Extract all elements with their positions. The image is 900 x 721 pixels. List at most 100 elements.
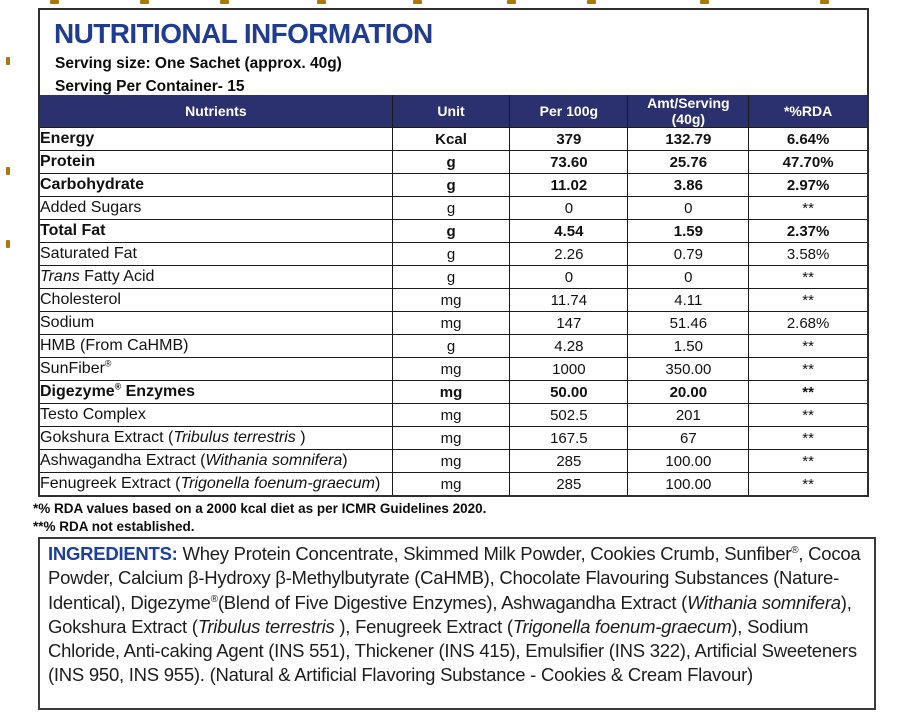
unit-cell: mg xyxy=(391,472,511,495)
nutrient-row: SunFiber® mg 1000 350.00 ** xyxy=(40,357,867,381)
nutrient-name-cell: HMB (From CaHMB) xyxy=(40,334,393,358)
unit-cell: g xyxy=(391,196,511,220)
nutrient-name-cell: Cholesterol xyxy=(40,288,393,312)
text-segment: Enzymes xyxy=(121,383,195,400)
nutrient-name-cell: Protein xyxy=(40,150,393,174)
rda-cell: ** xyxy=(748,196,867,220)
nutrient-name-cell: Digezyme® Enzymes xyxy=(40,380,393,404)
per-100g-cell: 167.5 xyxy=(509,426,629,450)
gold-trim-mark xyxy=(587,0,596,4)
nutrient-name-cell: Total Fat xyxy=(40,219,393,243)
text-segment: (Blend of Five Digestive Enzymes), Ashwa… xyxy=(217,591,688,613)
text-segment: Total Fat xyxy=(40,222,106,239)
nutrient-name-cell: Trans Fatty Acid xyxy=(40,265,393,289)
nutrient-row: Added Sugars g 0 0 ** xyxy=(40,196,867,220)
unit-cell: mg xyxy=(391,403,511,427)
unit-cell: g xyxy=(391,150,511,174)
nutrient-row: Saturated Fat g 2.26 0.79 3.58% xyxy=(40,242,867,266)
unit-cell: g xyxy=(391,265,511,289)
per-100g-cell: 147 xyxy=(509,311,629,335)
text-segment: HMB (From CaHMB) xyxy=(40,337,189,354)
text-segment: Withania somnifera xyxy=(687,591,841,613)
table-header: Nutrients Unit Per 100g Amt/Serving (40g) *%… xyxy=(40,95,867,128)
unit-cell: mg xyxy=(391,288,511,312)
text-segment: ® xyxy=(210,593,218,605)
rda-cell: 47.70% xyxy=(748,150,867,174)
rda-cell: 2.97% xyxy=(748,173,867,197)
per-serving-cell: 201 xyxy=(627,403,750,427)
nutrient-name-cell: SunFiber® xyxy=(40,357,393,381)
gold-trim-mark xyxy=(317,0,326,4)
nutrient-name-cell: Saturated Fat xyxy=(40,242,393,266)
gold-trim-mark xyxy=(820,0,829,4)
text-segment: ), Gokshura Extract ( xyxy=(48,591,852,637)
gold-trim-mark xyxy=(50,0,59,4)
text-segment: Digezyme xyxy=(40,383,115,400)
table-body: Energy Kcal 379 132.79 6.64% Protein g 73.60 25.… xyxy=(40,127,867,495)
per-serving-cell: 25.76 xyxy=(627,150,750,174)
text-segment: Tribulus terrestris xyxy=(173,429,296,446)
per-100g-cell: 502.5 xyxy=(509,403,629,427)
per-100g-cell: 11.02 xyxy=(509,173,629,197)
per-100g-cell: 0 xyxy=(509,265,629,289)
unit-cell: mg xyxy=(391,449,511,473)
nutrient-name-cell: Added Sugars xyxy=(40,196,393,220)
serving-per-container-text: Serving Per Container- 15 xyxy=(55,78,245,96)
unit-cell: mg xyxy=(391,426,511,450)
text-segment: Whey Protein Concentrate, Skimmed Milk P… xyxy=(182,543,792,564)
per-100g-cell: 4.54 xyxy=(509,219,629,243)
text-segment: Carbohydrate xyxy=(40,176,145,193)
nutrient-row: HMB (From CaHMB) g 4.28 1.50 ** xyxy=(40,334,867,358)
per-serving-cell: 100.00 xyxy=(627,449,750,473)
gold-trim-mark xyxy=(6,57,10,65)
gold-trim-mark xyxy=(6,240,10,248)
text-segment: ® xyxy=(791,544,799,556)
per-serving-cell: 0.79 xyxy=(627,242,750,266)
nutrient-row: Gokshura Extract (Tribulus terrestris ) m… xyxy=(40,426,867,450)
gold-trim-mark xyxy=(507,0,516,4)
rda-cell: 6.64% xyxy=(748,127,867,151)
unit-cell: mg xyxy=(391,380,511,404)
nutrient-name-cell: Sodium xyxy=(40,311,393,335)
rda-cell: ** xyxy=(748,426,867,450)
per-serving-cell: 100.00 xyxy=(627,472,750,495)
rda-cell: 3.58% xyxy=(748,242,867,266)
nutrient-name-cell: Gokshura Extract (Tribulus terrestris ) xyxy=(40,426,393,450)
per-serving-cell: 20.00 xyxy=(627,380,750,404)
per-serving-cell: 51.46 xyxy=(627,311,750,335)
unit-cell: g xyxy=(391,242,511,266)
per-100g-cell: 73.60 xyxy=(509,150,629,174)
nutrient-row: Ashwagandha Extract (Withania somnifera)… xyxy=(40,449,867,473)
table-header-cell: Amt/Serving (40g) xyxy=(627,95,750,128)
ingredients-label: INGREDIENTS: xyxy=(48,543,183,564)
rda-footnotes: *% RDA values based on a 2000 kcal diet … xyxy=(33,501,486,537)
text-segment: Fatty Acid xyxy=(79,268,155,285)
table-header-cell: Per 100g xyxy=(509,95,629,128)
nutrient-row: Carbohydrate g 11.02 3.86 2.97% xyxy=(40,173,867,197)
nutrient-row: Protein g 73.60 25.76 47.70% xyxy=(40,150,867,174)
rda-cell: ** xyxy=(748,357,867,381)
rda-cell: ** xyxy=(748,472,867,495)
nutrient-row: Energy Kcal 379 132.79 6.64% xyxy=(40,127,867,151)
rda-cell: ** xyxy=(748,265,867,289)
footnote-rda-basis: *% RDA values based on a 2000 kcal diet … xyxy=(33,501,487,516)
unit-cell: mg xyxy=(391,357,511,381)
gold-trim-mark xyxy=(413,0,422,4)
per-serving-cell: 350.00 xyxy=(627,357,750,381)
rda-cell: ** xyxy=(748,288,867,312)
text-segment: Trigonella foenum-graecum xyxy=(180,475,375,492)
nutrition-table: Nutrients Unit Per 100g Amt/Serving (40g) *%… xyxy=(40,95,867,495)
nutrient-name-cell: Carbohydrate xyxy=(40,173,393,197)
per-100g-cell: 285 xyxy=(509,472,629,495)
nutrient-name-cell: Fenugreek Extract (Trigonella foenum-gra… xyxy=(40,472,393,495)
gold-trim-mark xyxy=(220,0,229,4)
ingredients-box: INGREDIENTS: Whey Protein Concentrate, S… xyxy=(38,537,876,710)
text-segment: Withania somnifera xyxy=(205,452,343,469)
per-100g-cell: 1000 xyxy=(509,357,629,381)
text-segment: Protein xyxy=(40,153,96,170)
text-segment: ) xyxy=(374,475,381,492)
nutrient-row: Cholesterol mg 11.74 4.11 ** xyxy=(40,288,867,312)
per-100g-cell: 379 xyxy=(509,127,629,151)
unit-cell: mg xyxy=(391,311,511,335)
page-title: NUTRITIONAL INFORMATION xyxy=(54,18,433,49)
